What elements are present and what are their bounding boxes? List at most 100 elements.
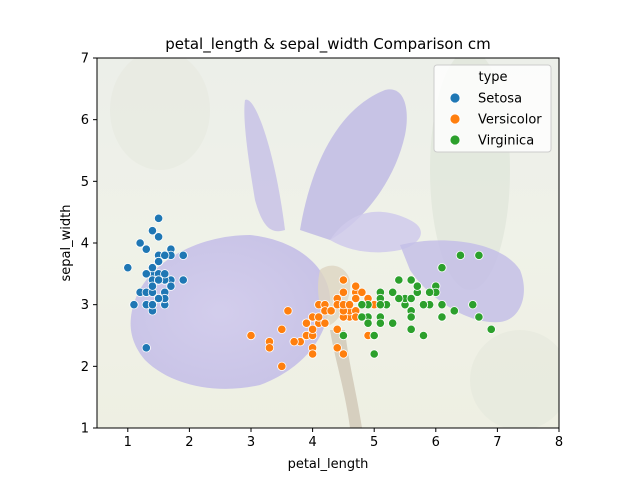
legend-title: type: [478, 70, 507, 85]
y-tick-label: 3: [81, 298, 89, 313]
data-point-versicolor: [320, 318, 330, 328]
data-point-versicolor: [338, 275, 348, 285]
data-point-versicolor: [301, 318, 312, 328]
data-point-setosa: [135, 238, 145, 248]
data-point-setosa: [147, 263, 158, 273]
legend-box: [433, 64, 552, 153]
data-point-setosa: [141, 269, 151, 279]
y-tick-label: 1: [81, 422, 89, 437]
x-tick-label: 1: [124, 435, 132, 450]
data-point-virginica: [375, 300, 385, 310]
x-tick-label: 4: [308, 435, 316, 450]
data-point-setosa: [166, 281, 176, 291]
x-tick-label: 3: [247, 435, 255, 450]
legend-label-virginica: Virginica: [478, 134, 534, 149]
legend-label-setosa: Setosa: [478, 92, 522, 107]
data-point-versicolor: [332, 324, 342, 334]
data-point-setosa: [147, 226, 158, 236]
x-axis-label: petal_length: [288, 457, 369, 472]
data-point-setosa: [154, 232, 164, 242]
data-point-versicolor: [314, 312, 324, 322]
data-point-versicolor: [307, 349, 318, 359]
legend-marker-versicolor: [449, 113, 461, 125]
data-point-setosa: [141, 343, 151, 353]
data-point-versicolor: [338, 349, 348, 359]
data-point-versicolor: [289, 337, 299, 347]
data-point-setosa: [160, 250, 170, 260]
data-point-virginica: [474, 312, 484, 322]
data-point-virginica: [412, 281, 422, 291]
y-axis: 1 2 3 4 5 6 7: [81, 52, 97, 437]
data-point-setosa: [154, 293, 164, 304]
data-point-virginica: [425, 287, 435, 297]
data-point-setosa: [154, 256, 164, 267]
data-point-virginica: [437, 300, 447, 310]
data-point-virginica: [406, 275, 416, 285]
data-point-virginica: [363, 318, 373, 328]
legend-marker-virginica: [449, 134, 461, 146]
data-point-versicolor: [264, 343, 275, 353]
data-point-virginica: [474, 250, 484, 260]
data-point-versicolor: [344, 300, 355, 310]
data-point-versicolor: [351, 293, 361, 304]
data-point-setosa: [154, 213, 164, 223]
y-tick-label: 6: [81, 113, 89, 128]
data-point-versicolor: [357, 287, 367, 297]
y-tick-label: 5: [81, 175, 89, 190]
data-point-virginica: [394, 275, 404, 285]
data-point-versicolor: [277, 324, 287, 334]
data-point-virginica: [394, 293, 404, 304]
y-tick-label: 4: [81, 237, 89, 252]
data-point-virginica: [369, 330, 379, 341]
data-point-versicolor: [332, 343, 342, 353]
y-tick-label: 2: [81, 360, 89, 375]
data-point-virginica: [468, 300, 478, 310]
data-point-versicolor: [307, 324, 318, 334]
data-point-virginica: [486, 324, 496, 334]
data-point-virginica: [388, 318, 398, 328]
data-point-virginica: [338, 330, 348, 341]
x-tick-label: 2: [185, 435, 193, 450]
x-tick-label: 8: [555, 435, 563, 450]
x-tick-label: 6: [432, 435, 440, 450]
data-point-setosa: [129, 300, 139, 310]
chart-title: petal_length & sepal_width Comparison cm: [165, 35, 491, 54]
data-point-versicolor: [338, 287, 348, 297]
data-point-virginica: [418, 330, 429, 341]
data-point-versicolor: [277, 361, 287, 371]
data-point-setosa: [141, 244, 151, 254]
legend-marker-setosa: [449, 92, 461, 104]
data-point-virginica: [357, 312, 367, 322]
data-point-virginica: [449, 306, 459, 316]
legend-label-versicolor: Versicolor: [478, 113, 542, 128]
x-tick-label: 5: [370, 435, 378, 450]
data-point-setosa: [178, 250, 188, 260]
y-tick-label: 7: [81, 52, 89, 67]
data-point-setosa: [178, 275, 188, 285]
legend: type Setosa Versicolor Virginica: [433, 64, 552, 153]
x-tick-label: 7: [493, 435, 501, 450]
data-point-virginica: [388, 287, 398, 297]
data-point-versicolor: [351, 281, 361, 291]
x-axis: 1 2 3 4 5 6 7 8: [124, 428, 563, 450]
data-point-setosa: [154, 275, 164, 285]
data-point-virginica: [357, 300, 367, 310]
data-points: [123, 213, 496, 371]
data-point-setosa: [160, 269, 170, 279]
data-point-virginica: [369, 349, 379, 359]
data-point-setosa: [147, 300, 158, 310]
data-point-versicolor: [246, 330, 256, 341]
y-axis-label: sepal_width: [59, 205, 74, 282]
data-point-versicolor: [283, 306, 293, 316]
data-point-versicolor: [326, 306, 336, 316]
data-point-virginica: [406, 293, 416, 304]
data-point-virginica: [437, 312, 447, 322]
data-point-virginica: [437, 263, 447, 273]
data-point-setosa: [123, 263, 133, 273]
data-point-virginica: [406, 312, 416, 322]
data-point-virginica: [418, 300, 429, 310]
data-point-virginica: [455, 250, 466, 260]
data-point-virginica: [375, 318, 385, 328]
data-point-setosa: [147, 281, 158, 291]
